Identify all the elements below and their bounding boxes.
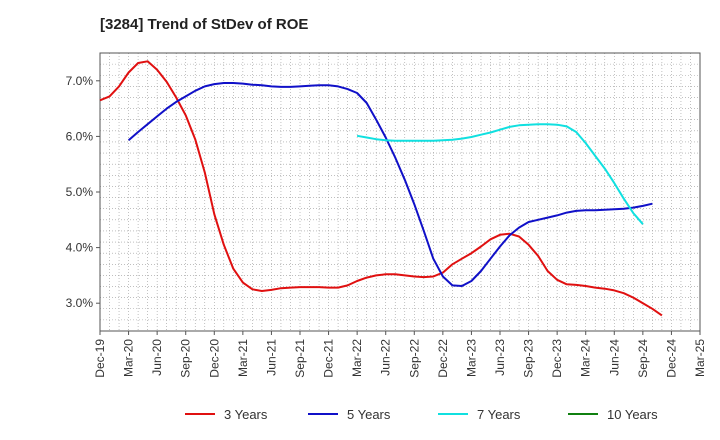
- y-tick-label: 6.0%: [66, 129, 94, 143]
- x-tick-label: Jun-23: [493, 339, 507, 376]
- x-tick-label: Mar-22: [350, 339, 364, 377]
- series-line-3: [356, 123, 644, 225]
- x-tick-label: Jun-21: [264, 339, 278, 376]
- chart-title: [3284] Trend of StDev of ROE: [100, 16, 308, 33]
- series-line-2: [127, 82, 653, 287]
- y-tick-label: 3.0%: [66, 296, 94, 310]
- plot-background: [100, 53, 700, 331]
- x-tick-label: Dec-20: [207, 339, 221, 378]
- x-tick-label: Dec-22: [436, 339, 450, 378]
- x-tick-label: Mar-20: [122, 339, 136, 377]
- x-tick-label: Dec-19: [93, 339, 107, 378]
- x-tick-label: Dec-24: [664, 339, 678, 378]
- x-tick-label: Sep-20: [179, 339, 193, 378]
- y-tick-label: 7.0%: [66, 74, 94, 88]
- y-tick-label: 5.0%: [66, 185, 94, 199]
- x-tick-label: Mar-25: [693, 339, 707, 377]
- x-tick-label: Sep-24: [636, 339, 650, 378]
- legend-label-4: 10 Years: [607, 407, 658, 422]
- x-tick-label: Jun-22: [379, 339, 393, 376]
- x-tick-label: Mar-21: [236, 339, 250, 377]
- x-tick-label: Dec-21: [322, 339, 336, 378]
- x-tick-label: Sep-23: [522, 339, 536, 378]
- x-tick-label: Jun-20: [150, 339, 164, 376]
- legend-label-2: 5 Years: [347, 407, 391, 422]
- x-tick-label: Dec-23: [550, 339, 564, 378]
- plot-area: 3.0% 4.0% 5.0% 6.0% 7.0% Dec-19 Mar-20 Jun-20 Se…: [66, 52, 707, 378]
- x-tick-label: Sep-21: [293, 339, 307, 378]
- legend: 3 Years 5 Years 7 Years 10 Years: [185, 407, 658, 422]
- x-tick-label: Sep-22: [407, 339, 421, 378]
- legend-label-3: 7 Years: [477, 407, 521, 422]
- x-tick-label: Mar-23: [464, 339, 478, 377]
- legend-label-1: 3 Years: [224, 407, 268, 422]
- x-tick-label: Jun-24: [607, 339, 621, 376]
- y-tick-label: 4.0%: [66, 241, 94, 255]
- series-line-1: [99, 60, 663, 317]
- x-tick-label: Mar-24: [579, 339, 593, 377]
